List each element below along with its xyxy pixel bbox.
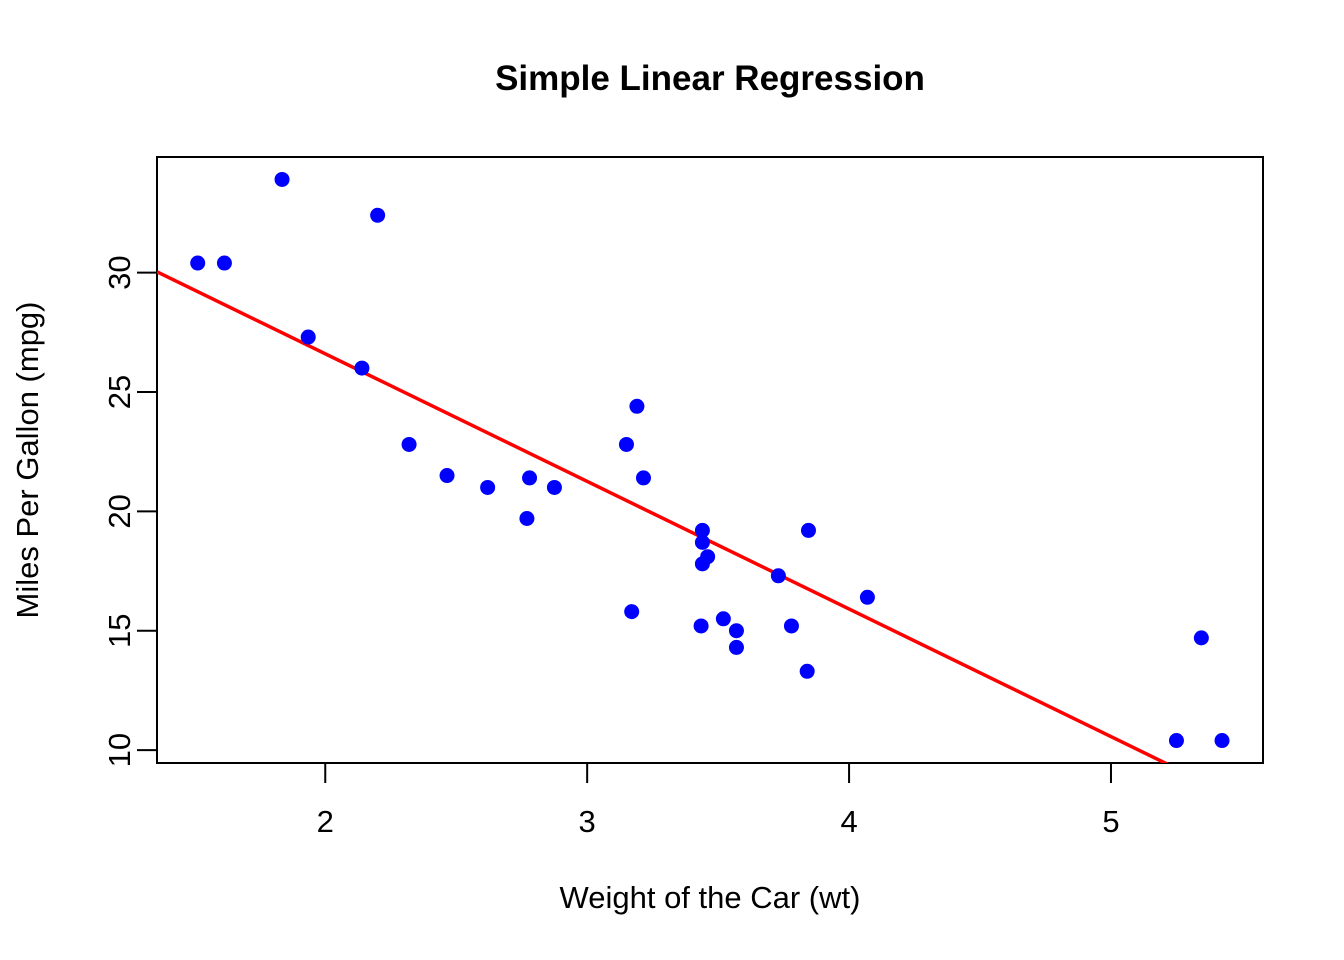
data-point [694,534,710,550]
data-point [859,589,875,605]
data-point [1168,733,1184,749]
y-tick-label: 10 [102,733,137,767]
data-point [728,639,744,655]
data-point [783,618,799,634]
data-point [522,470,538,486]
x-axis-label: Weight of the Car (wt) [560,880,861,915]
x-tick-label: 4 [840,804,857,839]
x-tick-label: 5 [1102,804,1119,839]
data-point [216,255,232,271]
data-point [480,479,496,495]
regression-line [157,270,1170,763]
data-point [635,470,651,486]
data-point [1214,733,1230,749]
y-tick-label: 30 [102,255,137,289]
chart-title: Simple Linear Regression [495,59,925,98]
data-point [439,468,455,484]
data-point [519,510,535,526]
y-tick-label: 20 [102,494,137,528]
data-point [300,329,316,345]
data-point [401,436,417,452]
y-tick-label: 25 [102,375,137,409]
data-point [694,522,710,538]
y-axis-label: Miles Per Gallon (mpg) [10,302,45,619]
data-point [546,479,562,495]
y-tick-label: 15 [102,613,137,647]
data-points [190,171,1230,749]
x-tick-label: 3 [579,804,596,839]
data-point [799,663,815,679]
data-point [618,436,634,452]
data-point [770,568,786,584]
data-point [728,623,744,639]
data-point [274,171,290,187]
data-point [693,618,709,634]
data-point [800,522,816,538]
plot-border [156,156,1264,764]
data-point [370,207,386,223]
data-point [694,556,710,572]
data-point [354,360,370,376]
x-axis-ticks: 2 3 4 5 [317,763,1120,839]
data-point [629,398,645,414]
x-tick-label: 2 [317,804,334,839]
data-point [1193,630,1209,646]
y-axis-ticks: 10 15 20 25 30 [102,255,157,767]
data-point [190,255,206,271]
data-point [715,611,731,627]
data-point [624,604,640,620]
